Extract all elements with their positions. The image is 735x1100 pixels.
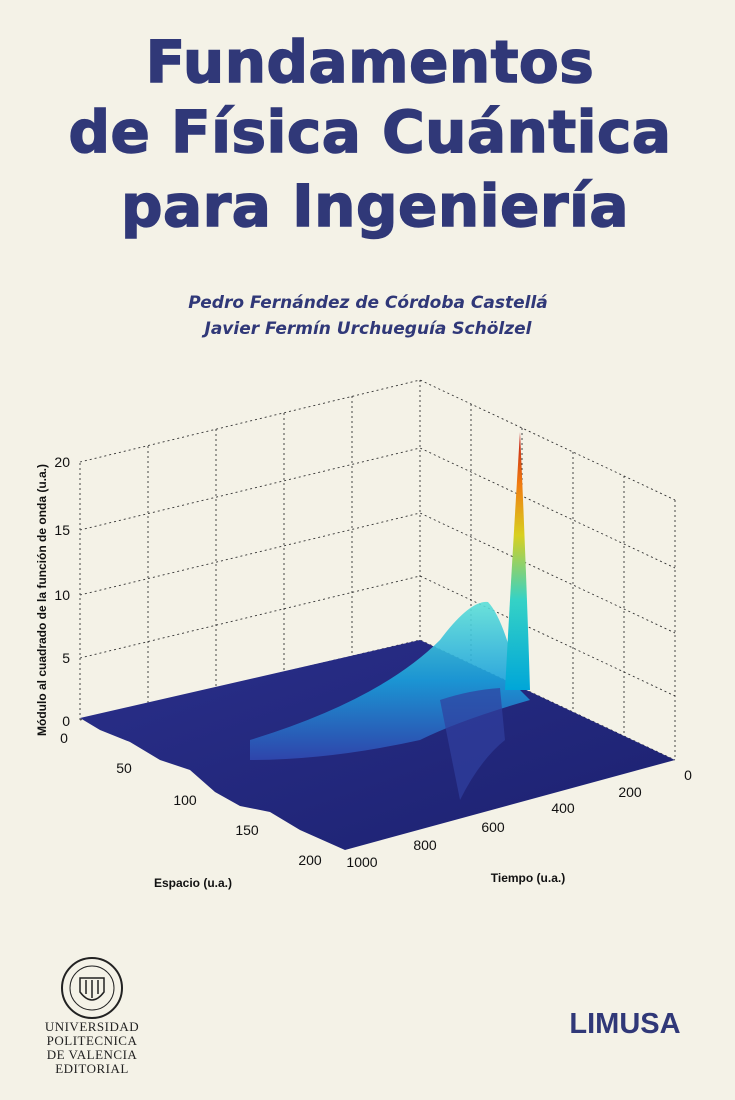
university-name: DE VALENCIA	[47, 1047, 138, 1062]
publisher-name: LIMUSA	[569, 1008, 680, 1040]
y-axis-label: Tiempo (u.a.)	[491, 871, 565, 885]
y-tick-label: 400	[551, 800, 575, 816]
z-tick-label: 5	[62, 650, 70, 666]
y-tick-label: 1000	[346, 854, 377, 870]
x-tick-label: 200	[298, 852, 322, 868]
title-line: Fundamentos	[146, 28, 595, 96]
title-line: para Ingeniería	[121, 172, 629, 240]
z-tick-label: 20	[54, 454, 70, 470]
author: Pedro Fernández de Córdoba Castellá	[188, 293, 548, 313]
y-tick-label: 0	[684, 767, 692, 783]
z-axis-label: Módulo al cuadrado de la función de onda…	[35, 464, 49, 736]
title-line: de Física Cuántica	[68, 98, 671, 166]
wave-surface	[80, 432, 675, 850]
z-tick-label: 10	[54, 587, 70, 603]
university-name: POLITECNICA	[47, 1033, 138, 1048]
y-tick-label: 800	[413, 837, 437, 853]
x-tick-label: 100	[173, 792, 197, 808]
x-axis-label: Espacio (u.a.)	[154, 876, 232, 890]
y-tick-label: 600	[481, 819, 505, 835]
author: Javier Fermín Urchueguía Schölzel	[202, 319, 533, 339]
z-tick-label: 0	[62, 713, 70, 729]
z-tick-label: 15	[54, 522, 70, 538]
x-tick-label: 0	[60, 730, 68, 746]
x-tick-label: 150	[235, 822, 259, 838]
university-logo	[61, 957, 123, 1019]
imprint: EDITORIAL	[55, 1061, 129, 1076]
x-tick-label: 50	[116, 760, 132, 776]
y-tick-label: 200	[618, 784, 642, 800]
university-name: UNIVERSIDAD	[45, 1019, 139, 1034]
